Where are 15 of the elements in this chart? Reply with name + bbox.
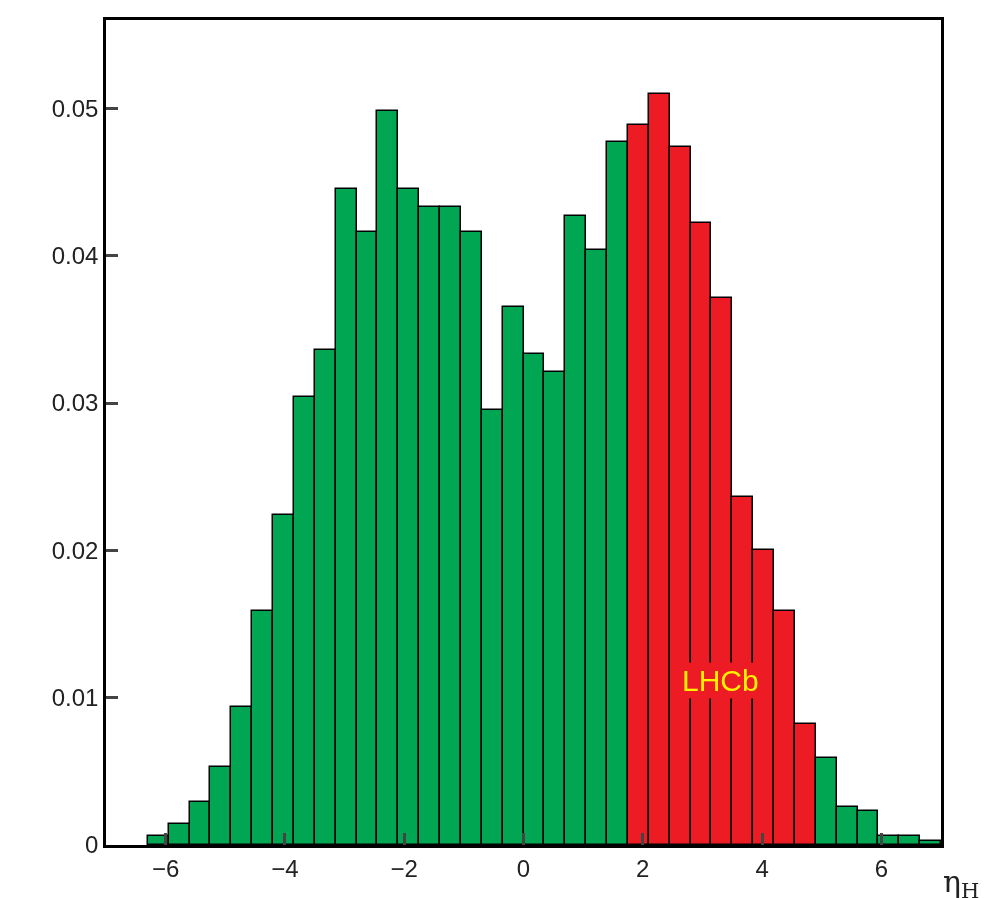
y-tick-label: 0.04	[51, 242, 99, 270]
x-tick-label: 6	[874, 854, 889, 882]
x-tick-label: −2	[390, 854, 418, 882]
y-tick-label: 0	[85, 831, 99, 859]
x-tick-label: −4	[271, 854, 299, 882]
x-tick-label: 0	[516, 854, 531, 882]
y-tick-label: 0.05	[51, 94, 99, 122]
y-tick-label: 0.01	[51, 684, 99, 712]
x-tick-label: 4	[755, 854, 769, 882]
y-tick-label: 0.03	[51, 389, 99, 417]
annotation: LHCb	[682, 664, 759, 697]
x-axis-title: η$_{H}$	[943, 864, 980, 898]
x-tick-label: 2	[636, 854, 650, 882]
x-tick-label: −6	[151, 854, 180, 882]
y-tick-label: 0.02	[51, 536, 99, 564]
